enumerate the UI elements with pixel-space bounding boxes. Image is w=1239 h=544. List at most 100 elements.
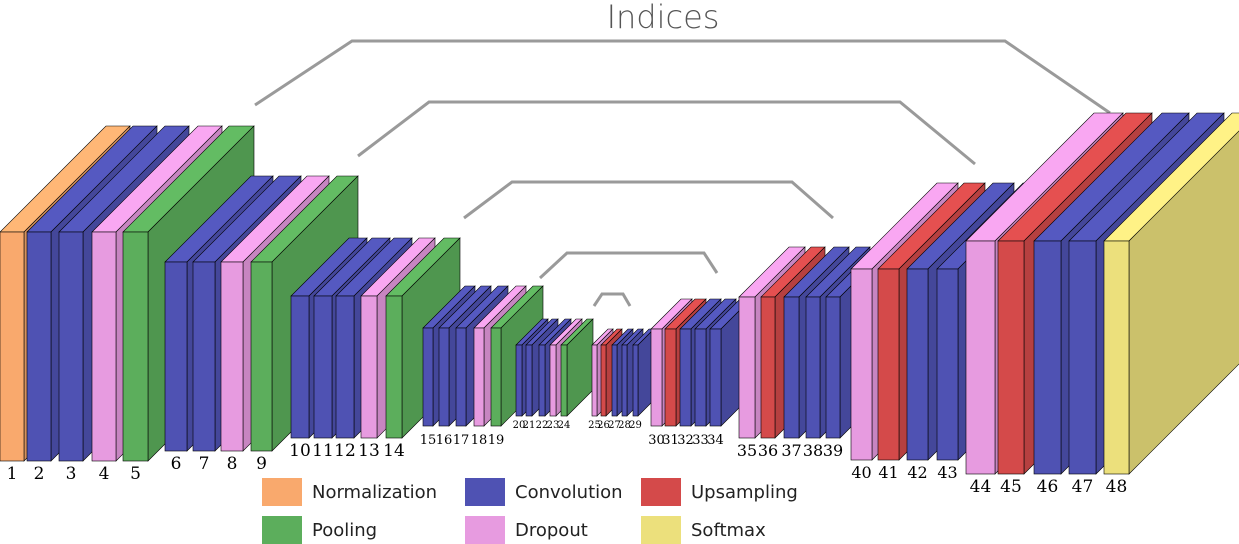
layer-front-face — [760, 296, 776, 439]
layer-number-40: 40 — [851, 463, 871, 482]
layer-number-4: 4 — [99, 464, 110, 484]
layer-front-face — [549, 344, 557, 417]
layer-number-39: 39 — [823, 441, 843, 460]
legend-label-dropout: Dropout — [515, 520, 588, 541]
layer-front-face — [455, 327, 467, 427]
index-connector-3 — [463, 180, 834, 220]
layer-front-face — [360, 295, 378, 439]
layer-front-face — [220, 261, 244, 452]
legend-swatch-dropout — [465, 516, 505, 544]
layer-front-face — [621, 344, 628, 417]
layer-number-37: 37 — [781, 441, 801, 460]
layer-front-face — [591, 344, 598, 417]
layer-number-1: 1 — [7, 464, 18, 484]
layer-front-face — [26, 231, 52, 462]
layer-front-face — [611, 344, 618, 417]
layer-front-face — [438, 327, 450, 427]
layer-block-29 — [632, 328, 655, 417]
layer-front-face — [58, 231, 84, 462]
layer-number-29: 29 — [629, 420, 642, 431]
diagram-title: Indices — [607, 0, 720, 36]
legend: Normalization Convolution Upsampling Poolin… — [262, 478, 798, 544]
layer-number-41: 41 — [878, 463, 898, 482]
index-connector-4 — [538, 251, 719, 280]
layer-number-42: 42 — [907, 463, 927, 482]
layer-number-45: 45 — [1000, 477, 1022, 497]
layer-front-face — [805, 296, 821, 439]
legend-label-upsampling: Upsampling — [691, 482, 798, 503]
layer-front-face — [936, 268, 959, 461]
legend-label-convolution: Convolution — [515, 482, 623, 503]
layer-front-face — [1033, 240, 1062, 475]
layer-front-face — [538, 344, 546, 417]
layer-number-2: 2 — [34, 464, 45, 484]
layer-number-44: 44 — [970, 477, 992, 497]
legend-label-normalization: Normalization — [312, 482, 437, 503]
layer-number-47: 47 — [1072, 477, 1094, 497]
layer-front-face — [877, 268, 900, 461]
layer-number-24: 24 — [558, 420, 571, 431]
layer-number-6: 6 — [171, 454, 182, 474]
layer-front-face — [825, 296, 841, 439]
layer-number-21: 21 — [523, 420, 536, 431]
layer-number-38: 38 — [803, 441, 823, 460]
layer-number-12: 12 — [334, 441, 356, 461]
layer-number-34: 34 — [707, 433, 724, 448]
layer-number-28: 28 — [618, 420, 631, 431]
layer-front-face — [965, 240, 996, 475]
legend-item-normalization: Normalization — [262, 478, 437, 506]
layer-number-35: 35 — [737, 441, 757, 460]
layer-front-face — [783, 296, 800, 439]
layer-number-10: 10 — [289, 441, 311, 461]
legend-item-dropout: Dropout — [465, 516, 588, 544]
index-connectors — [254, 39, 1111, 307]
layer-number-22: 22 — [536, 420, 549, 431]
legend-swatch-convolution — [465, 478, 505, 506]
legend-item-convolution: Convolution — [465, 478, 623, 506]
layer-number-11: 11 — [312, 441, 334, 461]
layer-number-48: 48 — [1106, 477, 1128, 497]
legend-swatch-softmax — [641, 516, 681, 544]
legend-swatch-normalization — [262, 478, 302, 506]
layer-number-32: 32 — [677, 433, 694, 448]
layer-number-8: 8 — [227, 454, 238, 474]
layer-number-36: 36 — [758, 441, 778, 460]
layer-front-face — [664, 328, 677, 427]
layer-number-17: 17 — [453, 433, 470, 448]
layer-number-5: 5 — [130, 464, 141, 484]
layer-front-face — [632, 344, 639, 417]
layer-front-face — [1103, 240, 1130, 475]
legend-item-upsampling: Upsampling — [641, 478, 798, 506]
layer-number-7: 7 — [199, 454, 210, 474]
legend-item-pooling: Pooling — [262, 516, 377, 544]
layer-number-16: 16 — [436, 433, 453, 448]
layer-front-face — [850, 268, 873, 461]
layer-front-face — [313, 295, 333, 439]
layer-number-30: 30 — [648, 433, 665, 448]
layer-blocks — [0, 112, 1239, 475]
layer-front-face — [192, 261, 216, 452]
layer-front-face — [422, 327, 434, 427]
layer-front-face — [738, 296, 756, 439]
layer-front-face — [906, 268, 929, 461]
layer-front-face — [600, 344, 607, 417]
layer-front-face — [385, 295, 403, 439]
layer-front-face — [122, 231, 149, 462]
layer-front-face — [694, 328, 707, 427]
layer-number-3: 3 — [66, 464, 77, 484]
layer-number-27: 27 — [608, 420, 621, 431]
layer-number-31: 31 — [662, 433, 679, 448]
layer-front-face — [515, 344, 523, 417]
layer-number-20: 20 — [513, 420, 526, 431]
layer-number-43: 43 — [937, 463, 957, 482]
layer-front-face — [473, 327, 485, 427]
layer-number-15: 15 — [420, 433, 437, 448]
layer-front-face — [709, 328, 722, 427]
layer-number-19: 19 — [488, 433, 505, 448]
layer-number-23: 23 — [547, 420, 560, 431]
legend-label-softmax: Softmax — [691, 520, 766, 541]
legend-label-pooling: Pooling — [312, 520, 377, 541]
layer-number-46: 46 — [1037, 477, 1059, 497]
layer-front-face — [525, 344, 533, 417]
